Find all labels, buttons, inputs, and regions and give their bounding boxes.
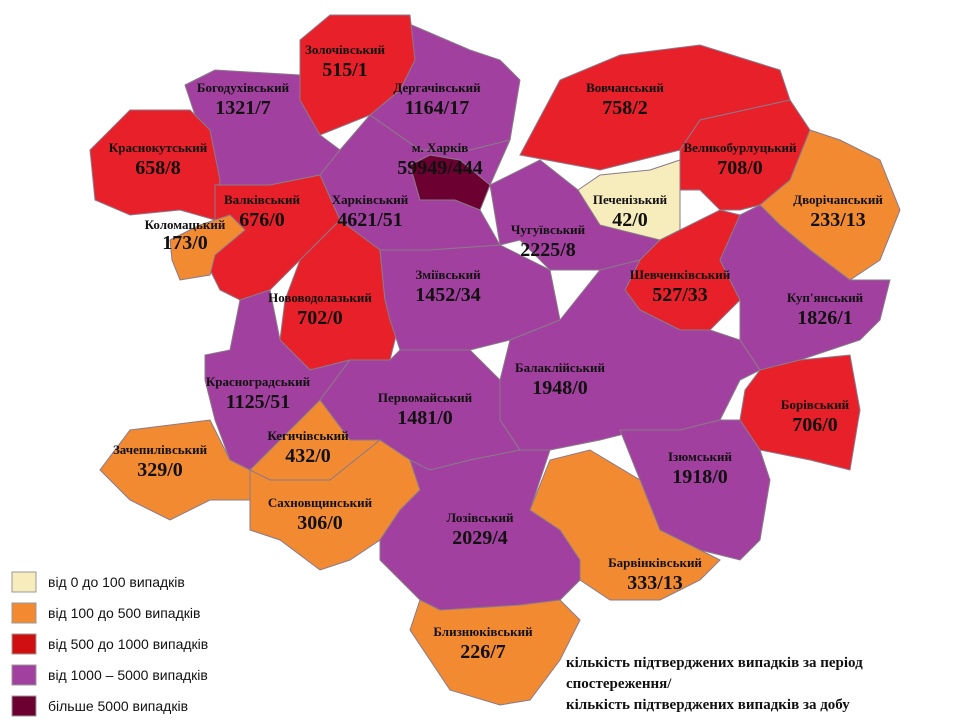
region-name: Нововодолазький — [268, 290, 372, 305]
region-shape — [529, 449, 721, 601]
legend: від 0 до 100 випадків від 100 до 500 вип… — [11, 571, 208, 717]
region-value: 527/33 — [652, 284, 708, 306]
region-name: Вовчанський — [586, 80, 664, 95]
region-name: м. Харків — [412, 140, 469, 155]
region-shape — [519, 44, 791, 171]
region-name: Ізюмський — [668, 449, 733, 464]
region-value: 4621/51 — [337, 209, 403, 231]
region-shape — [577, 159, 681, 241]
region-shape — [99, 419, 251, 521]
legend-label: від 0 до 100 випадків — [48, 574, 185, 590]
region-value: 1826/1 — [797, 307, 853, 329]
legend-label: від 500 до 1000 випадків — [48, 636, 208, 652]
region-name: Краснокутський — [109, 140, 208, 155]
region-value: 306/0 — [297, 512, 343, 534]
region-value: 1918/0 — [672, 466, 728, 488]
region-value: 2225/8 — [520, 239, 576, 261]
legend-swatch — [11, 664, 37, 686]
region-value: 226/7 — [460, 641, 506, 663]
regions — [89, 14, 901, 706]
region-name: Валківський — [224, 192, 300, 207]
region-name: Чугуївський — [511, 222, 586, 237]
note-line: кількість підтверджених випадків за добу — [566, 697, 850, 713]
region-name: Кегичівський — [267, 428, 349, 443]
legend-label: від 1000 – 5000 випадків — [48, 667, 208, 683]
region-name: Печенізький — [593, 192, 668, 207]
region-value: 173/0 — [162, 232, 208, 254]
note: кількість підтверджених випадків за пері… — [566, 655, 863, 713]
region-name: Дворічанський — [793, 192, 883, 207]
region-value: 676/0 — [239, 209, 285, 231]
region-value: 702/0 — [297, 307, 343, 329]
region-labels: Золочівський 515/1 Богодухівський 1321/7 Дер… — [109, 42, 884, 663]
region-value: 706/0 — [792, 414, 838, 436]
region-name: Барвінківський — [608, 555, 702, 570]
legend-swatch — [11, 633, 37, 655]
region-name: Богодухівський — [197, 80, 290, 95]
legend-label: більше 5000 випадків — [48, 698, 188, 714]
region-name: Борівський — [781, 397, 850, 412]
legend-label: від 100 до 500 випадків — [48, 605, 200, 621]
region-name: Сахновщинський — [268, 495, 373, 510]
region-value: 329/0 — [137, 459, 183, 481]
region-shape — [409, 599, 581, 706]
region-value: 1948/0 — [532, 377, 588, 399]
region-value: 2029/4 — [452, 527, 508, 549]
region-value: 233/13 — [810, 209, 866, 231]
region-name: Куп'янський — [787, 290, 864, 305]
region-name: Дергачівський — [393, 80, 481, 95]
region-name: Первомайський — [378, 390, 473, 405]
region-value: 1164/17 — [405, 97, 469, 119]
region-name: Харківський — [332, 192, 409, 207]
region-shape — [169, 214, 246, 281]
region-value: 59949/444 — [397, 157, 483, 179]
region-name: Зачепилівський — [113, 442, 208, 457]
region-value: 42/0 — [612, 209, 648, 231]
legend-swatch — [11, 571, 37, 593]
region-name: Великобурлуцький — [683, 140, 797, 155]
region-name: Зміївський — [415, 267, 481, 282]
region-value: 658/8 — [135, 157, 181, 179]
region-name: Коломацький — [145, 217, 226, 232]
note-line: спостереження/ — [566, 676, 672, 692]
region-shape — [299, 14, 416, 136]
region-name: Балаклійський — [515, 360, 606, 375]
region-name: Шевченківський — [630, 267, 731, 282]
legend-swatch — [11, 695, 37, 717]
region-value: 758/2 — [602, 97, 648, 119]
note-line: кількість підтверджених випадків за пері… — [566, 655, 863, 671]
region-value: 1125/51 — [226, 391, 290, 413]
region-value: 1481/0 — [397, 407, 453, 429]
region-name: Золочівський — [305, 42, 385, 57]
legend-swatch — [11, 602, 37, 624]
region-name: Красноградський — [206, 374, 311, 389]
region-value: 432/0 — [285, 445, 331, 467]
region-shape — [409, 154, 491, 211]
region-shape — [739, 354, 861, 471]
region-value: 515/1 — [322, 59, 368, 81]
region-name: Близнюківський — [433, 624, 533, 639]
region-value: 708/0 — [717, 157, 763, 179]
region-name: Лозівський — [447, 510, 515, 525]
region-value: 333/13 — [627, 572, 683, 594]
region-value: 1321/7 — [215, 97, 271, 119]
region-value: 1452/34 — [415, 284, 481, 306]
